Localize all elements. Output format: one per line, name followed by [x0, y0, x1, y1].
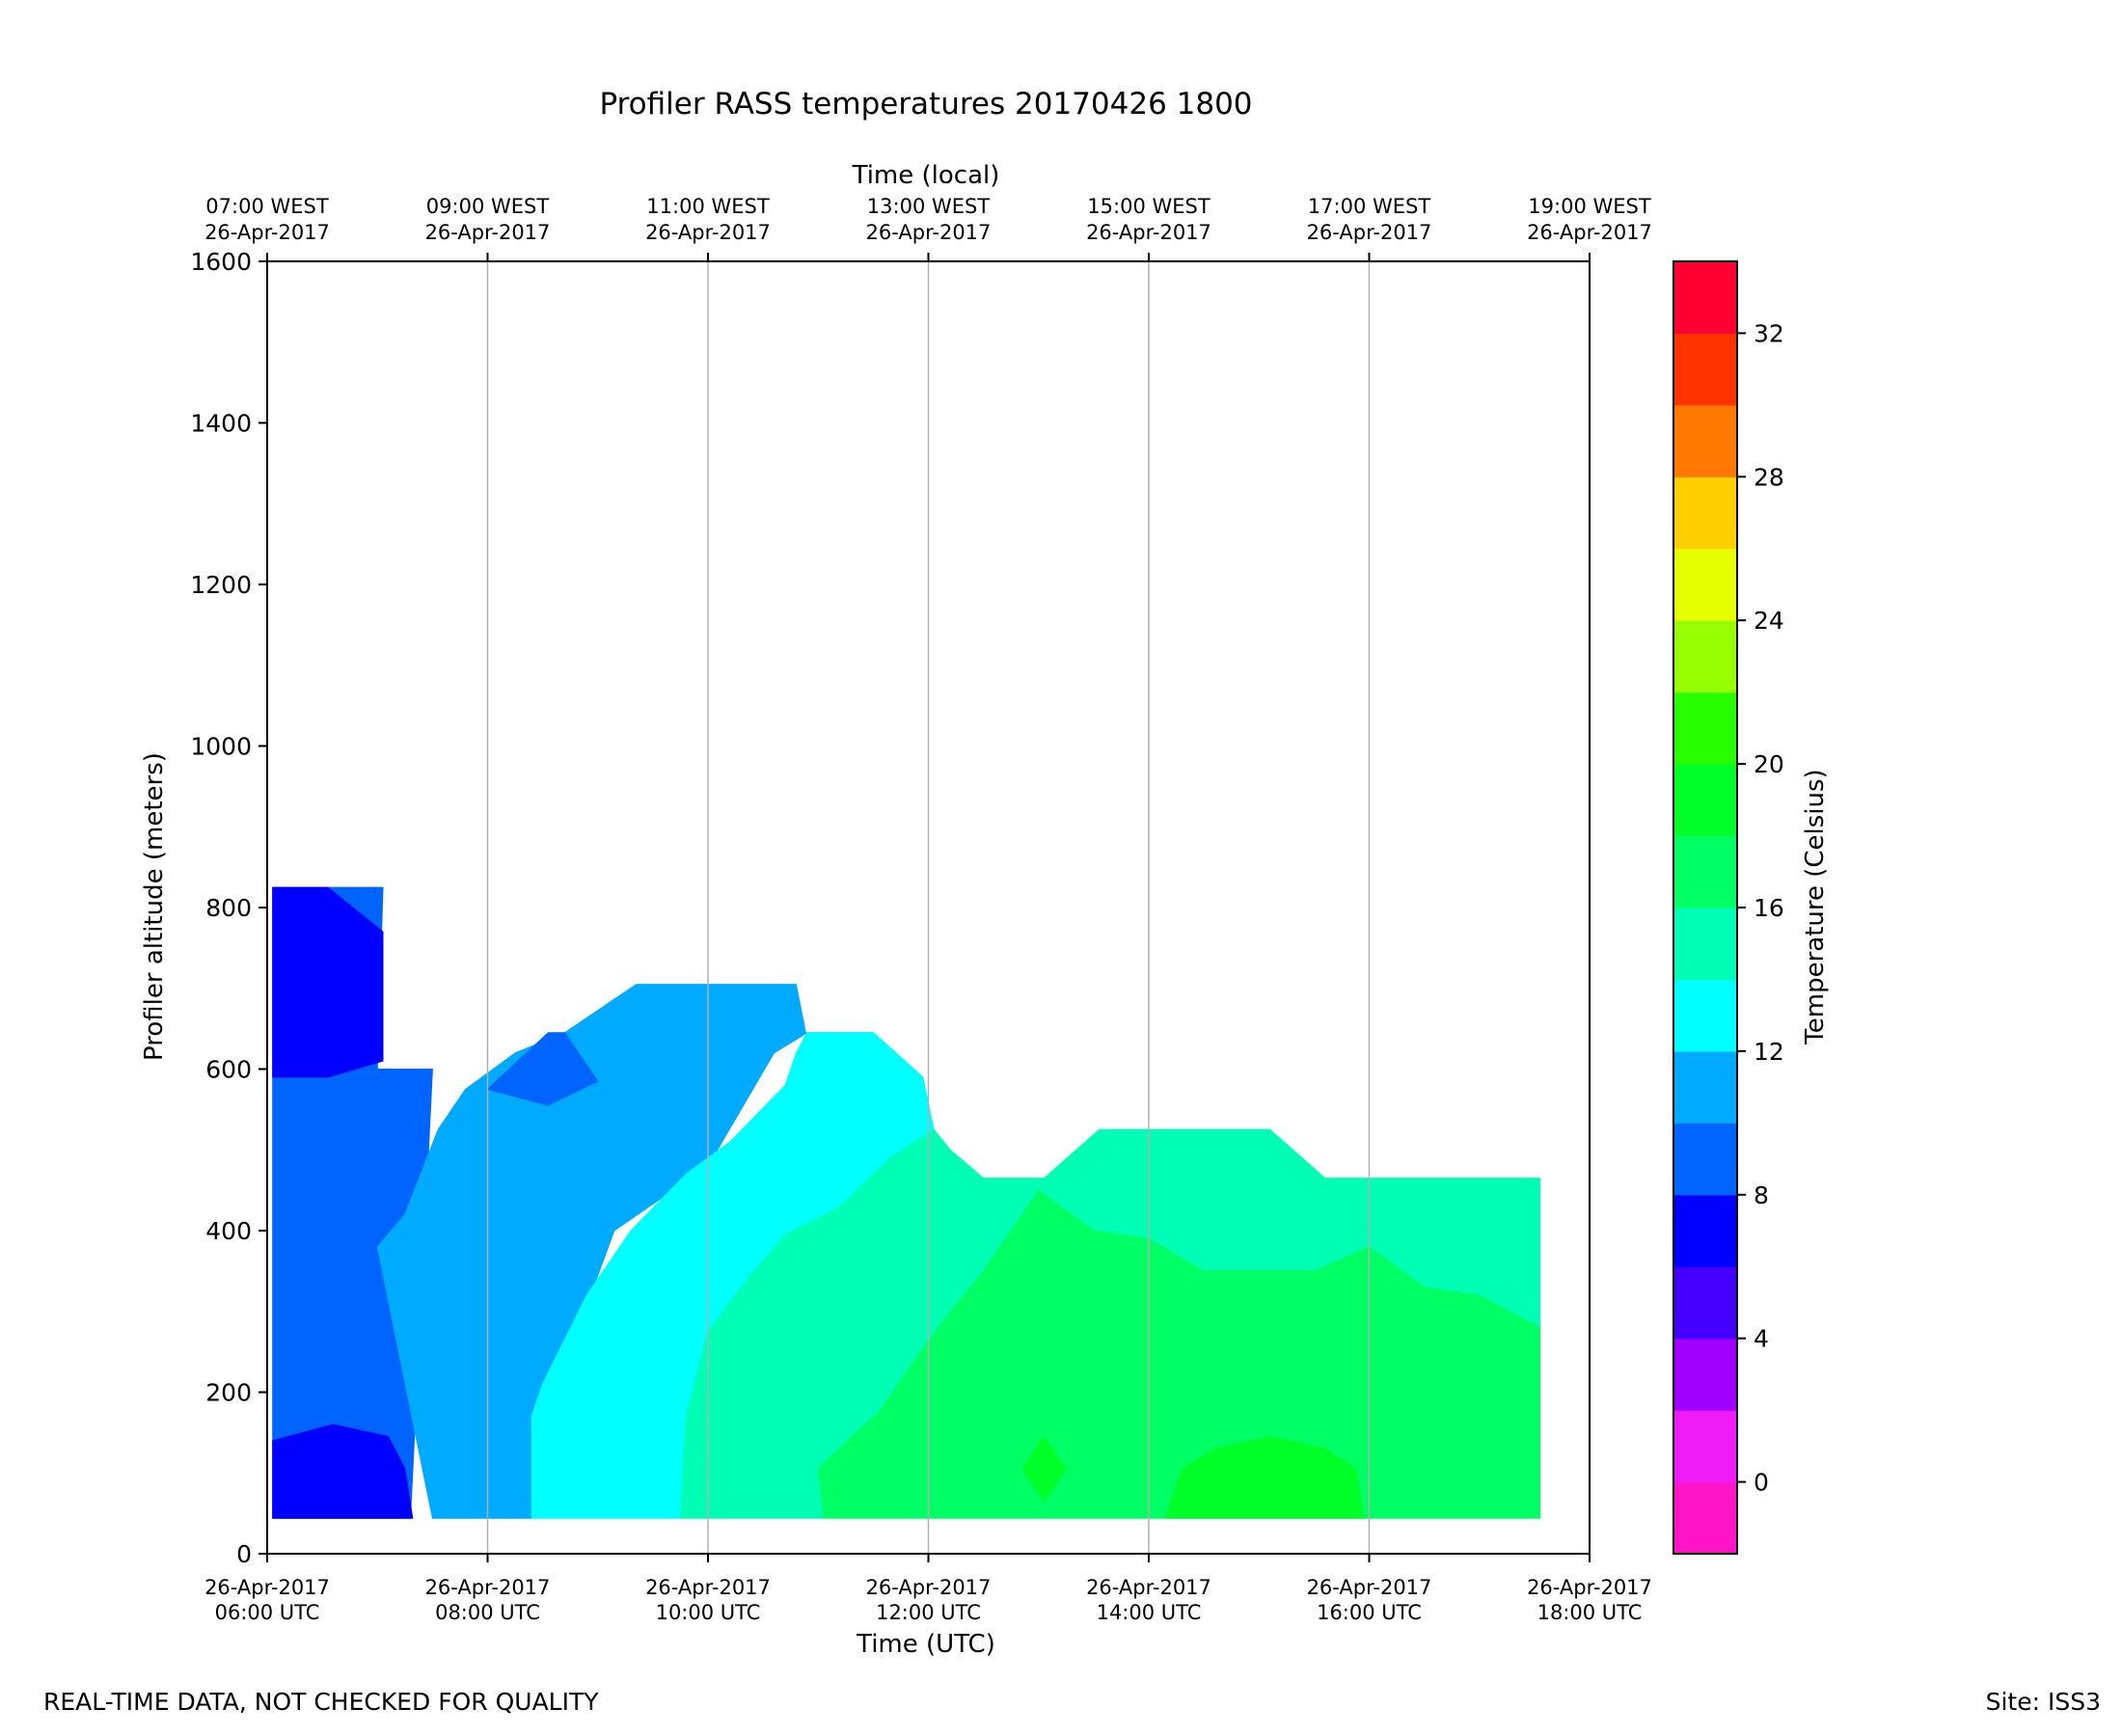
top-axis: 07:00 WEST 26-Apr-2017 09:00 WEST 26-Apr-20… [204, 195, 1652, 261]
contour-regions [272, 886, 1541, 1519]
colorbar-band [1673, 548, 1737, 621]
x-top-tick-label: 19:00 WEST [1528, 195, 1651, 218]
x-tick-label: 26-Apr-2017 [866, 1576, 992, 1599]
y-tick-label: 600 [205, 1056, 252, 1084]
colorbar-band [1673, 476, 1737, 550]
colorbar-tick-label: 20 [1754, 750, 1784, 778]
x-tick-label: 08:00 UTC [435, 1601, 540, 1624]
y-tick-label: 1200 [190, 571, 252, 599]
x-top-tick-label: 11:00 WEST [646, 195, 770, 218]
colorbar-tick-label: 12 [1754, 1038, 1784, 1066]
x-tick-label: 26-Apr-2017 [1307, 1576, 1432, 1599]
region-7-8C-top [272, 886, 384, 1078]
colorbar-band [1673, 1194, 1737, 1267]
chart-title: Profiler RASS temperatures 20170426 1800 [599, 87, 1252, 122]
colorbar-tick-label: 32 [1754, 319, 1784, 347]
x-tick-label: 26-Apr-2017 [1086, 1576, 1211, 1599]
x-axis-label: Time (UTC) [856, 1630, 995, 1659]
x-top-tick-label: 09:00 WEST [426, 195, 550, 218]
y-tick-label: 400 [205, 1217, 252, 1245]
x-tick-label: 26-Apr-2017 [1527, 1576, 1652, 1599]
x-tick-label: 16:00 UTC [1317, 1601, 1422, 1624]
colorbar-band [1673, 1123, 1737, 1196]
x-top-tick-label: 26-Apr-2017 [866, 221, 992, 244]
colorbar-band [1673, 835, 1737, 909]
colorbar-band [1673, 979, 1737, 1052]
y-tick-label: 800 [205, 894, 252, 922]
colorbar-band [1673, 764, 1737, 837]
x-top-tick-label: 17:00 WEST [1308, 195, 1431, 218]
colorbar: 0 4 8 12 16 20 24 28 32 [1673, 260, 1784, 1555]
y-axis-label: Profiler altitude (meters) [140, 752, 169, 1061]
colorbar-band [1673, 1050, 1737, 1124]
colorbar-band [1673, 1410, 1737, 1483]
region-18-20C-right [1164, 1436, 1365, 1519]
footer-quality-note: REAL-TIME DATA, NOT CHECKED FOR QUALITY [43, 1688, 599, 1716]
colorbar-band [1673, 620, 1737, 693]
colorbar-band [1673, 908, 1737, 981]
colorbar-tick-label: 16 [1754, 894, 1784, 922]
colorbar-tick-label: 28 [1754, 463, 1784, 491]
colorbar-band [1673, 1481, 1737, 1555]
y-tick-label: 0 [236, 1540, 252, 1568]
colorbar-tick-label: 24 [1754, 607, 1784, 635]
colorbar-tick-label: 8 [1754, 1181, 1769, 1209]
vertical-gridlines [486, 261, 1371, 1554]
colorbar-tick-label: 0 [1754, 1469, 1769, 1497]
colorbar-tick-label: 4 [1754, 1325, 1769, 1353]
x-top-tick-label: 26-Apr-2017 [645, 221, 771, 244]
x-top-tick-label: 13:00 WEST [867, 195, 991, 218]
y-tick-label: 200 [205, 1379, 252, 1407]
x-top-tick-label: 26-Apr-2017 [1307, 221, 1432, 244]
y-tick-label: 1400 [190, 410, 252, 438]
x-axis-top-label: Time (local) [852, 161, 1000, 190]
colorbar-band [1673, 1338, 1737, 1411]
footer-site: Site: ISS3 [1985, 1688, 2101, 1716]
y-tick-label: 1000 [190, 733, 252, 761]
x-top-tick-label: 15:00 WEST [1087, 195, 1211, 218]
x-tick-label: 26-Apr-2017 [204, 1576, 330, 1599]
y-tick-label: 1600 [190, 248, 252, 276]
x-top-tick-label: 07:00 WEST [205, 195, 329, 218]
y-axis: 0 200 400 600 800 1000 1200 1400 1600 [190, 248, 267, 1568]
region-7-8C-bottom [272, 1424, 414, 1519]
colorbar-band [1673, 692, 1737, 765]
x-top-tick-label: 26-Apr-2017 [1527, 221, 1652, 244]
colorbar-band [1673, 333, 1737, 406]
x-tick-label: 14:00 UTC [1097, 1601, 1202, 1624]
x-tick-label: 10:00 UTC [656, 1601, 761, 1624]
x-tick-label: 12:00 UTC [876, 1601, 981, 1624]
x-tick-label: 26-Apr-2017 [645, 1576, 771, 1599]
x-top-tick-label: 26-Apr-2017 [425, 221, 551, 244]
x-tick-label: 06:00 UTC [215, 1601, 320, 1624]
colorbar-label: Temperature (Celsius) [1801, 769, 1830, 1044]
colorbar-band [1673, 404, 1737, 477]
colorbar-band [1673, 1266, 1737, 1340]
region-18-20C-small [1020, 1435, 1067, 1503]
x-top-tick-label: 26-Apr-2017 [1086, 221, 1211, 244]
x-tick-label: 18:00 UTC [1537, 1601, 1643, 1624]
region-9-10C-blob [486, 1032, 599, 1106]
x-tick-label: 26-Apr-2017 [425, 1576, 551, 1599]
x-top-tick-label: 26-Apr-2017 [204, 221, 330, 244]
colorbar-band [1673, 261, 1737, 335]
